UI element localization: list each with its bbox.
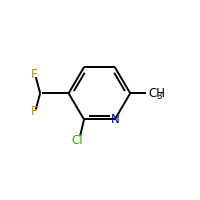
Text: N: N (111, 113, 120, 126)
Text: Cl: Cl (71, 134, 83, 147)
Text: F: F (31, 68, 37, 81)
Text: F: F (31, 105, 37, 118)
Text: 3: 3 (156, 92, 162, 101)
Text: CH: CH (148, 87, 165, 100)
